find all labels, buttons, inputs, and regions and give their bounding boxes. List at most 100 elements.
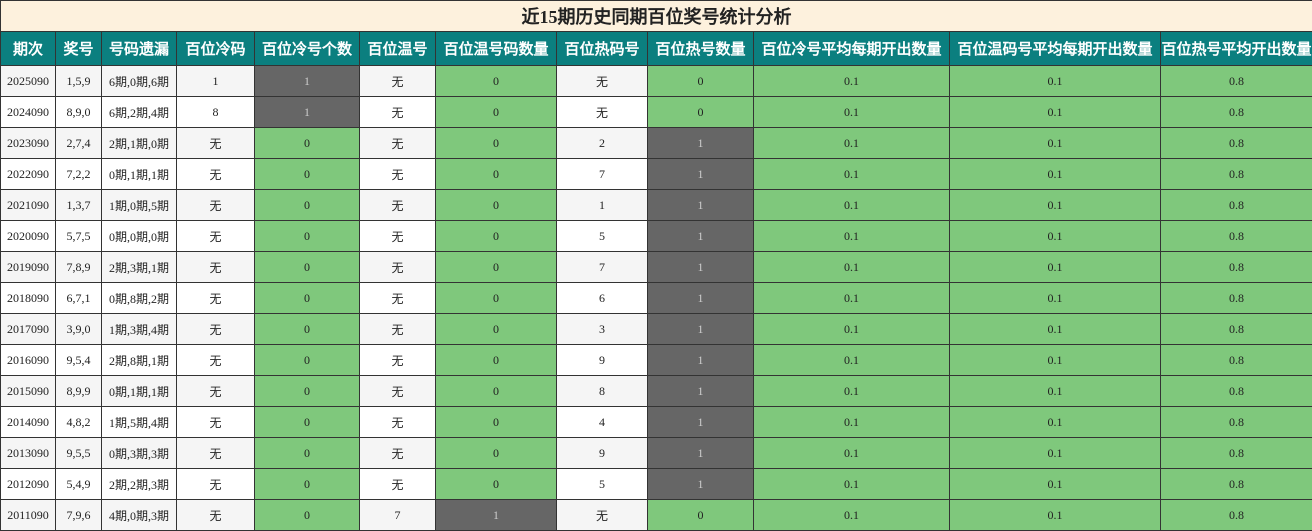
- table-cell: 无: [176, 499, 255, 531]
- table-cell: 2019090: [0, 251, 56, 283]
- table-cell: 无: [359, 344, 436, 376]
- table-cell: 2011090: [0, 499, 56, 531]
- header-cell: 百位热码号: [556, 31, 648, 66]
- table-row: 2015090 8,9,9 0期,1期,1期无 0 无 0 8 1 0.1 0.1 0.8: [0, 375, 1312, 407]
- table-cell: 0.1: [949, 220, 1161, 252]
- table-cell: 0: [435, 282, 557, 314]
- table-cell: 1: [647, 344, 754, 376]
- table-cell: 0: [254, 499, 360, 531]
- table-row: 2025090 1,5,9 6期,0期,6期 1 1 无 0 无 0 0.1 0.1 0.8: [0, 65, 1312, 97]
- header-cell: 奖号: [55, 31, 102, 66]
- table-cell: 0: [254, 282, 360, 314]
- table-cell: 0.1: [949, 313, 1161, 345]
- table-cell: 1,5,9: [55, 65, 102, 97]
- table-cell: 无: [556, 65, 648, 97]
- table-cell: 0: [435, 220, 557, 252]
- table-cell: 0.1: [949, 437, 1161, 469]
- table-cell: 无: [359, 468, 436, 500]
- table-cell: 2期,1期,0期: [101, 127, 177, 159]
- table-cell: 1期,5期,4期: [101, 406, 177, 438]
- table-cell: 4,8,2: [55, 406, 102, 438]
- table-cell: 0期,3期,3期: [101, 437, 177, 469]
- table-cell: 1: [647, 313, 754, 345]
- table-cell: 无: [359, 251, 436, 283]
- table-cell: 0.8: [1159, 437, 1312, 469]
- table-cell: 0.1: [949, 468, 1161, 500]
- table-cell: 0: [435, 158, 557, 190]
- table-cell: 0.1: [949, 344, 1161, 376]
- table-cell: 无: [359, 313, 436, 345]
- table-cell: 0.1: [949, 375, 1161, 407]
- table-cell: 0: [435, 468, 557, 500]
- table-cell: 6,7,1: [55, 282, 102, 314]
- table-cell: 0.1: [949, 189, 1161, 221]
- table-cell: 0: [435, 65, 557, 97]
- table-cell: 无: [176, 468, 255, 500]
- table-cell: 无: [176, 344, 255, 376]
- header-cell: 百位冷码: [176, 31, 255, 66]
- table-cell: 无: [556, 96, 648, 128]
- table-cell: 8: [176, 96, 255, 128]
- table-cell: 0.8: [1159, 96, 1312, 128]
- table-cell: 0.1: [949, 158, 1161, 190]
- table-cell: 无: [176, 406, 255, 438]
- table-cell: 0期,1期,1期: [101, 375, 177, 407]
- table-cell: 0.1: [753, 437, 950, 469]
- table-cell: 0: [435, 96, 557, 128]
- table-cell: 1: [435, 499, 557, 531]
- table-cell: 1期,0期,5期: [101, 189, 177, 221]
- table-cell: 2018090: [0, 282, 56, 314]
- table-row: 2022090 7,2,2 0期,1期,1期无 0 无 0 7 1 0.1 0.1 0.8: [0, 158, 1312, 190]
- table-cell: 7,2,2: [55, 158, 102, 190]
- table-cell: 0: [435, 251, 557, 283]
- table-cell: 0: [647, 65, 754, 97]
- header-cell: 百位冷号个数: [254, 31, 360, 66]
- table-row: 2023090 2,7,4 2期,1期,0期无 0 无 0 2 1 0.1 0.1 0.8: [0, 127, 1312, 159]
- table-cell: 7: [359, 499, 436, 531]
- table-cell: 无: [176, 282, 255, 314]
- table-cell: 8,9,9: [55, 375, 102, 407]
- table-row: 2011090 7,9,6 4期,0期,3期无 0 7 1 无 0 0.1 0.1 0.8: [0, 499, 1312, 531]
- table-cell: 3: [556, 313, 648, 345]
- table-cell: 0: [254, 220, 360, 252]
- table-cell: 0: [254, 468, 360, 500]
- table-row: 2017090 3,9,0 1期,3期,4期无 0 无 0 3 1 0.1 0.1 0.8: [0, 313, 1312, 345]
- table-row: 2019090 7,8,9 2期,3期,1期无 0 无 0 7 1 0.1 0.1 0.8: [0, 251, 1312, 283]
- table-cell: 0: [435, 406, 557, 438]
- table-cell: 0.1: [753, 499, 950, 531]
- table-cell: 0.8: [1159, 220, 1312, 252]
- table-cell: 0: [435, 127, 557, 159]
- table-cell: 1: [647, 189, 754, 221]
- table-cell: 0: [435, 437, 557, 469]
- table-cell: 0.8: [1159, 282, 1312, 314]
- table-cell: 0.8: [1159, 375, 1312, 407]
- table-cell: 0.1: [753, 344, 950, 376]
- table-cell: 8: [556, 375, 648, 407]
- table-title: 近15期历史同期百位奖号统计分析: [0, 0, 1312, 32]
- table-cell: 0.1: [753, 406, 950, 438]
- table-cell: 0.1: [949, 96, 1161, 128]
- table-cell: 0: [254, 375, 360, 407]
- table-cell: 7,8,9: [55, 251, 102, 283]
- table-cell: 5: [556, 220, 648, 252]
- table-cell: 0.1: [753, 189, 950, 221]
- table-cell: 1: [647, 220, 754, 252]
- header-cell: 百位温号码数量: [435, 31, 557, 66]
- table-row: 2012090 5,4,9 2期,2期,3期无 0 无 0 5 1 0.1 0.1 0.8: [0, 468, 1312, 500]
- table-row: 2018090 6,7,1 0期,8期,2期无 0 无 0 6 1 0.1 0.1 0.8: [0, 282, 1312, 314]
- table-cell: 无: [176, 313, 255, 345]
- table-cell: 0.1: [949, 499, 1161, 531]
- table-cell: 4期,0期,3期: [101, 499, 177, 531]
- table-cell: 3,9,0: [55, 313, 102, 345]
- table-cell: 1: [647, 282, 754, 314]
- table-cell: 1: [647, 406, 754, 438]
- table-cell: 6期,2期,4期: [101, 96, 177, 128]
- table-cell: 0: [254, 406, 360, 438]
- table-cell: 无: [176, 158, 255, 190]
- table-cell: 0: [647, 499, 754, 531]
- header-cell: 号码遗漏: [101, 31, 177, 66]
- table-cell: 0: [435, 313, 557, 345]
- table-cell: 无: [359, 220, 436, 252]
- table-cell: 无: [359, 189, 436, 221]
